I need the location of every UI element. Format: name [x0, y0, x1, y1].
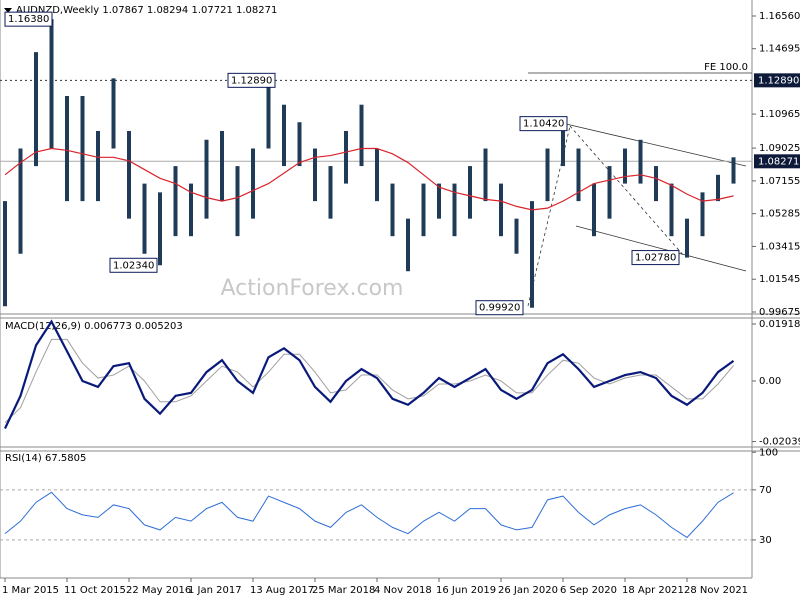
annotation: 1.02780 — [635, 253, 676, 264]
macd-reading: 0.006773 — [84, 321, 132, 332]
y-tick-label: 1.07155 — [759, 176, 800, 187]
y-tick-label: 1.16560 — [759, 11, 800, 22]
y-tick-label: 1.10965 — [759, 109, 800, 120]
x-tick-label: 28 Nov 2021 — [684, 585, 748, 596]
x-tick-label: 26 Jan 2020 — [498, 585, 558, 596]
fib-line — [569, 125, 685, 257]
menu-arrow — [4, 8, 12, 13]
rsi-title: RSI(14) 67.5805 — [5, 453, 86, 464]
annotation-box — [475, 300, 524, 316]
y-tick-label: 1.01545 — [759, 274, 800, 285]
x-tick-label: 1 Mar 2015 — [2, 585, 59, 596]
fe-label: FE 100.0 — [704, 62, 748, 73]
signal-reading: 0.005203 — [135, 321, 183, 332]
macd-title: MACD(12,26,9) 0.006773 0.005203 — [5, 321, 183, 332]
x-tick-label: 22 May 2016 — [126, 585, 191, 596]
y-tick-label: 0.00 — [759, 376, 781, 387]
signal-line — [4, 338, 734, 423]
trend-line — [575, 225, 747, 272]
y-tick-label: 30 — [759, 535, 772, 546]
trend-line — [565, 123, 747, 167]
x-tick-label: 16 Jun 2019 — [436, 585, 496, 596]
watermark: ActionForex.com — [221, 276, 404, 301]
annotation: 1.02340 — [113, 260, 154, 271]
annotation: 1.10420 — [523, 119, 564, 130]
y-tick-label: 0.99675 — [759, 307, 800, 318]
annotation-box — [4, 11, 53, 27]
high: 1.08294 — [147, 5, 188, 16]
x-tick-label: 6 Sep 2020 — [560, 585, 617, 596]
y-tick-label: 1.09025 — [759, 143, 800, 154]
rsi-name: RSI(14) — [5, 453, 42, 464]
chart-title: AUDNZD,Weekly 1.07867 1.08294 1.07721 1.… — [16, 5, 277, 16]
fib-line — [527, 125, 571, 307]
y-tick-label: -0.020394 — [759, 437, 800, 448]
y-tick-label: 0.019186 — [759, 319, 800, 330]
annotation-box — [519, 116, 568, 132]
macd-line — [4, 319, 735, 429]
x-tick-label: 1 Jan 2017 — [188, 585, 242, 596]
price-box-label: 1.08271 — [758, 156, 799, 167]
annotation-box — [109, 257, 158, 273]
y-tick-label: 1.03415 — [759, 241, 800, 252]
x-tick-label: 11 Oct 2015 — [64, 585, 126, 596]
rsi-reading: 67.5805 — [45, 453, 86, 464]
annotation-box — [227, 72, 276, 88]
annotation: 1.16380 — [8, 14, 49, 25]
x-tick-label: 13 Aug 2017 — [250, 585, 314, 596]
x-tick-label: 4 Nov 2018 — [374, 585, 432, 596]
x-tick-label: 18 Apr 2021 — [622, 585, 684, 596]
annotation-box — [631, 250, 680, 266]
y-tick-label: 70 — [759, 485, 772, 496]
macd-name: MACD(12,26,9) — [5, 321, 81, 332]
close: 1.08271 — [236, 5, 277, 16]
price-box-label: 1.12890 — [758, 75, 799, 86]
x-tick-label: 25 Mar 2018 — [312, 585, 375, 596]
low: 1.07721 — [191, 5, 232, 16]
open: 1.07867 — [102, 5, 143, 16]
price-box — [754, 73, 800, 88]
symbol: AUDNZD,Weekly — [16, 5, 99, 16]
rsi-line — [4, 491, 734, 539]
price-box — [754, 154, 800, 169]
moving-average — [4, 147, 734, 211]
y-tick-label: 1.05285 — [759, 209, 800, 220]
y-tick-label: 1.14695 — [759, 44, 800, 55]
y-tick-label: 100 — [759, 447, 778, 458]
annotation: 1.12890 — [231, 75, 272, 86]
annotation: 0.99920 — [479, 303, 520, 314]
